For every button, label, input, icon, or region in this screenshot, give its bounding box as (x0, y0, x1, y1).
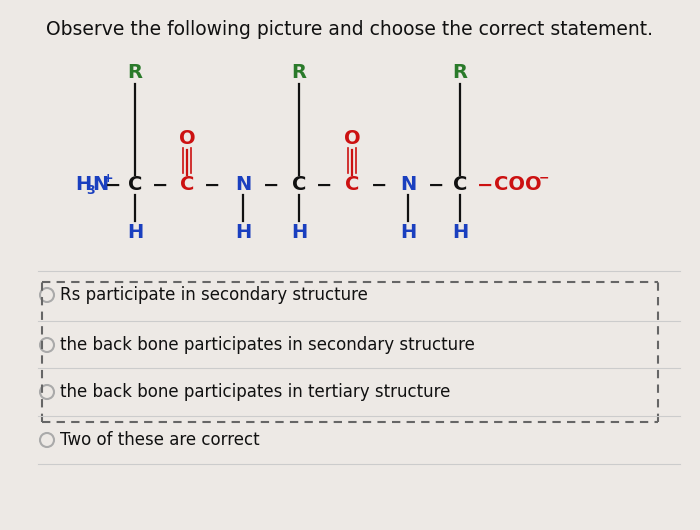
Text: Rs participate in secondary structure: Rs participate in secondary structure (60, 286, 368, 304)
Text: N: N (92, 175, 108, 195)
Text: −: − (262, 175, 279, 195)
Text: −: − (477, 175, 494, 195)
Text: R: R (127, 63, 143, 82)
Text: H: H (452, 224, 468, 243)
Text: +: + (103, 172, 113, 184)
Text: COO: COO (494, 175, 542, 195)
Text: R: R (291, 63, 307, 82)
Text: −: − (152, 175, 168, 195)
Text: Observe the following picture and choose the correct statement.: Observe the following picture and choose… (46, 20, 654, 39)
Text: the back bone participates in tertiary structure: the back bone participates in tertiary s… (60, 383, 450, 401)
Text: the back bone participates in secondary structure: the back bone participates in secondary … (60, 336, 475, 354)
Text: C: C (180, 175, 194, 195)
Text: C: C (292, 175, 306, 195)
Text: H: H (235, 224, 251, 243)
Text: 3: 3 (86, 183, 94, 197)
Text: N: N (400, 175, 416, 195)
Text: C: C (453, 175, 467, 195)
Text: −: − (428, 175, 444, 195)
Text: H: H (291, 224, 307, 243)
Text: −: − (204, 175, 220, 195)
Text: Two of these are correct: Two of these are correct (60, 431, 260, 449)
Text: −: − (316, 175, 332, 195)
Text: N: N (235, 175, 251, 195)
Text: C: C (128, 175, 142, 195)
Text: C: C (345, 175, 359, 195)
Text: H: H (127, 224, 143, 243)
Text: R: R (452, 63, 468, 82)
Text: −: − (539, 172, 550, 184)
Text: O: O (178, 128, 195, 147)
Text: O: O (344, 128, 360, 147)
Text: −: − (371, 175, 387, 195)
Text: H: H (75, 175, 91, 195)
Text: H: H (400, 224, 416, 243)
Text: −: − (105, 175, 121, 195)
